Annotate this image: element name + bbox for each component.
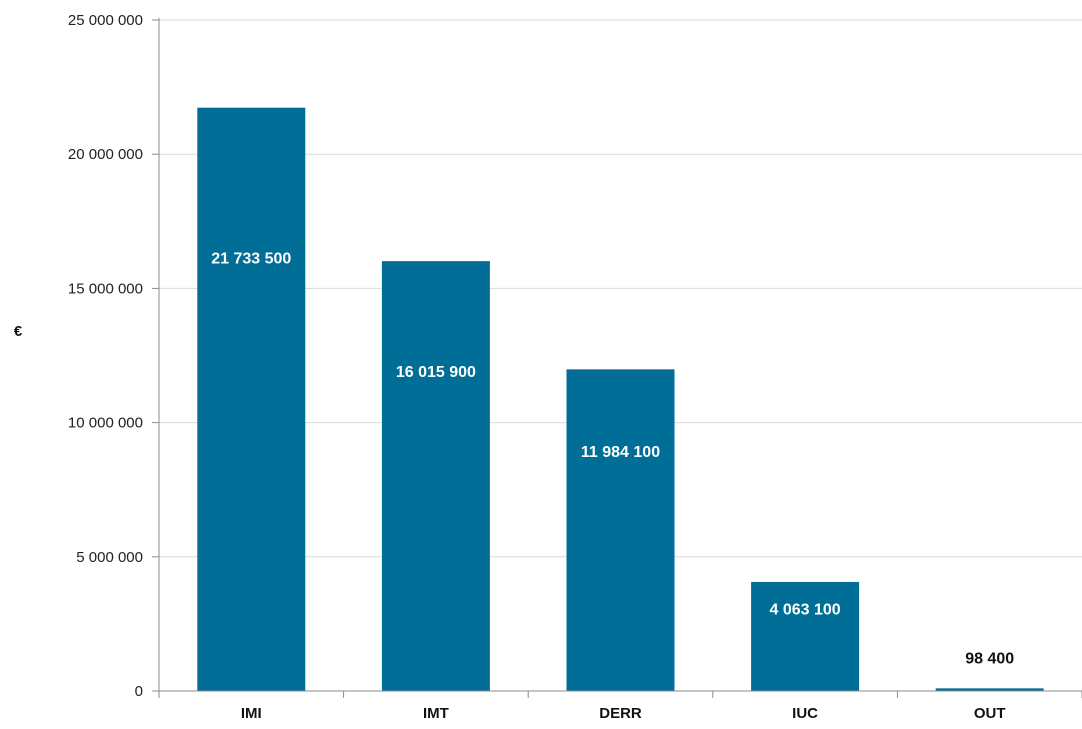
y-axis-label: € [14, 323, 23, 340]
bar [935, 688, 1044, 691]
y-tick-label: 15 000 000 [68, 280, 143, 297]
y-tick-label: 10 000 000 [68, 415, 143, 432]
bar [566, 369, 675, 691]
data-label: 16 015 900 [396, 364, 476, 381]
data-label: 11 984 100 [581, 444, 660, 461]
x-tick-label: DERR [599, 705, 642, 722]
x-tick-label: IMT [423, 705, 449, 722]
bar [751, 581, 860, 691]
x-tick-label: IMI [241, 705, 262, 722]
bar [197, 107, 306, 692]
data-label: 98 400 [965, 650, 1014, 667]
data-label: 4 063 100 [770, 601, 841, 618]
axes [152, 18, 1082, 698]
y-tick-label: 20 000 000 [68, 146, 143, 163]
labels: 0 5 000 000 10 000 000 15 000 000 20 000 000… [68, 12, 1014, 722]
bar [381, 261, 490, 691]
data-label: 21 733 500 [211, 250, 291, 267]
y-tick-label: 25 000 000 [68, 12, 143, 29]
y-tick-label: 5 000 000 [76, 549, 143, 566]
y-tick-label: 0 [135, 683, 143, 700]
gridlines [159, 19, 1082, 558]
x-tick-label: IUC [792, 705, 818, 722]
x-tick-label: OUT [974, 705, 1006, 722]
bars [197, 107, 1044, 692]
